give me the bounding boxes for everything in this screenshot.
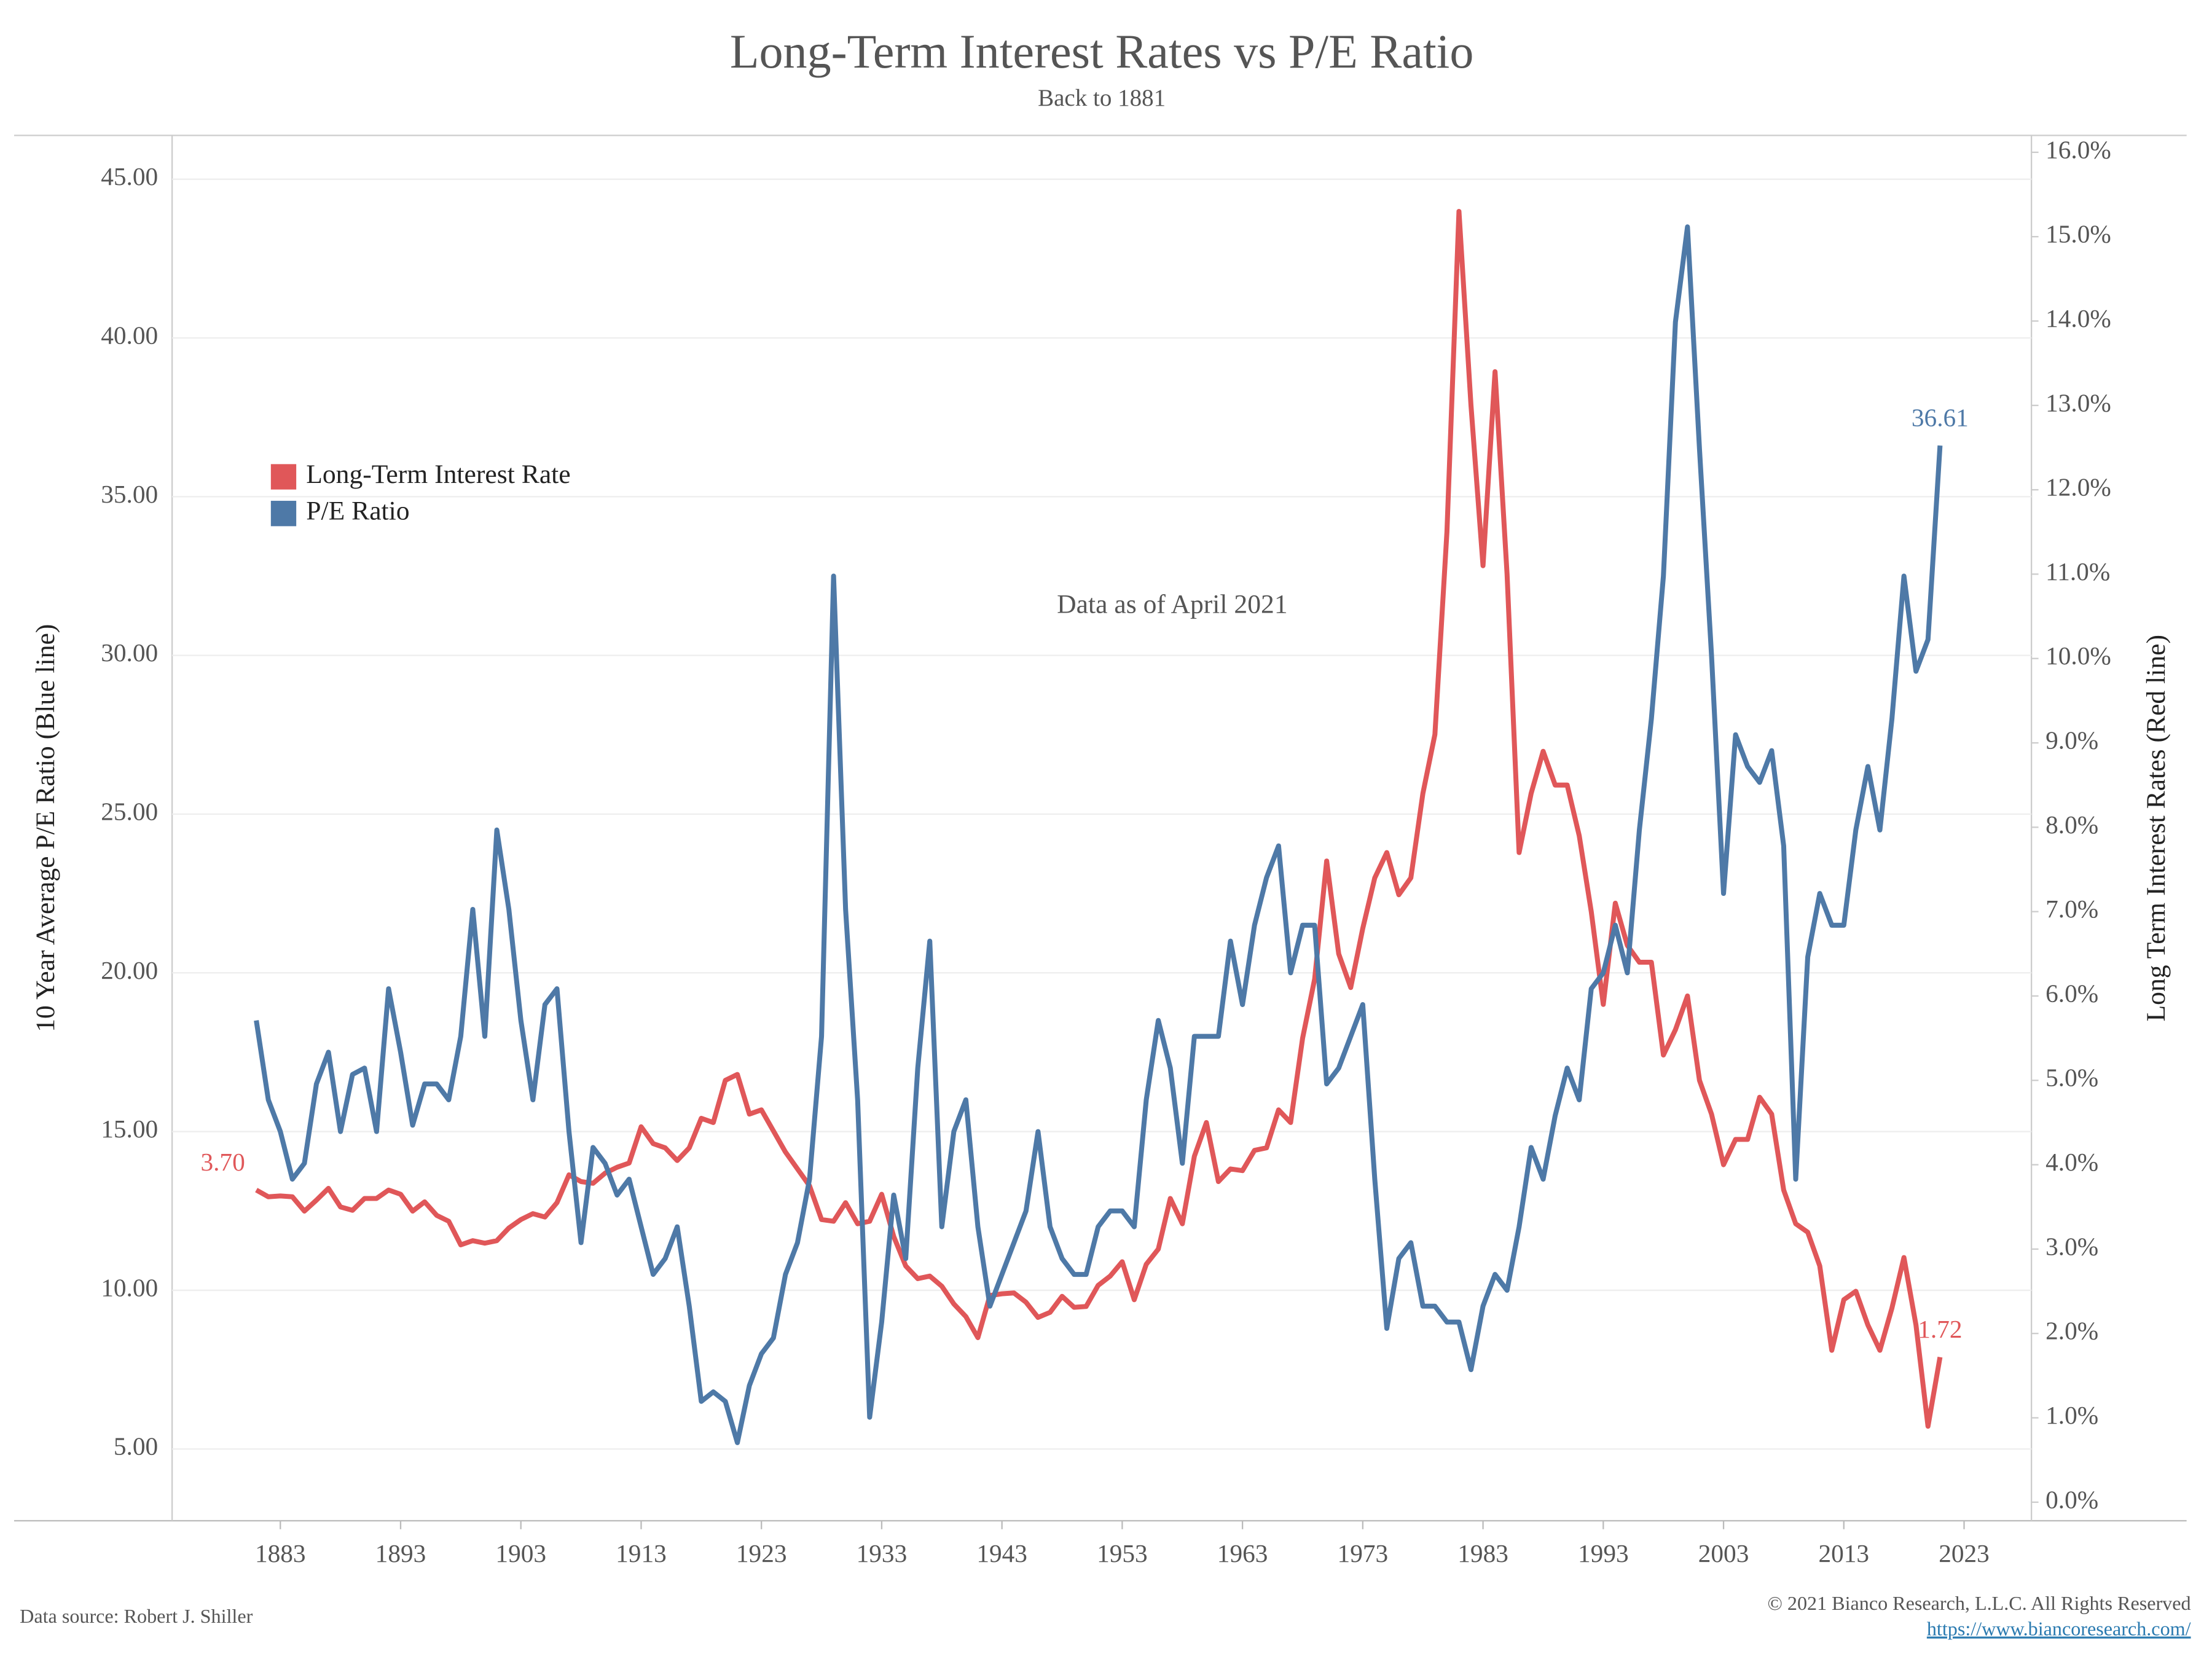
x-tick-label: 1983 <box>1457 1539 1508 1567</box>
x-tick-label: 1943 <box>976 1539 1027 1567</box>
y2-tick-label: 6.0% <box>2045 979 2098 1007</box>
y2-tick-label: 12.0% <box>2045 473 2111 501</box>
copyright: © 2021 Bianco Research, L.L.C. All Right… <box>1767 1592 2190 1614</box>
y-tick-label: 40.00 <box>101 321 158 350</box>
data-label: 3.70 <box>200 1148 245 1176</box>
website-link[interactable]: https://www.biancoresearch.com/ <box>1927 1617 2191 1639</box>
y2-tick-label: 4.0% <box>2045 1148 2098 1176</box>
legend-swatch <box>270 501 297 527</box>
data-label: 36.61 <box>1912 403 1969 431</box>
y2-axis-title: Long Term Interest Rates (Red line) <box>2141 635 2171 1022</box>
x-tick-label: 1963 <box>1217 1539 1268 1567</box>
y2-tick-label: 2.0% <box>2045 1317 2098 1345</box>
y2-tick-label: 13.0% <box>2045 388 2111 417</box>
y2-tick-label: 16.0% <box>2045 135 2111 163</box>
y2-tick-label: 14.0% <box>2045 304 2111 332</box>
y2-tick-label: 5.0% <box>2045 1064 2098 1092</box>
y-tick-label: 15.00 <box>101 1115 158 1143</box>
y-tick-label: 35.00 <box>101 480 158 508</box>
y2-tick-label: 8.0% <box>2045 810 2098 839</box>
chart-title: Long-Term Interest Rates vs P/E Ratio <box>730 25 1474 78</box>
x-tick-label: 1903 <box>495 1539 546 1567</box>
series-line <box>254 224 1943 1445</box>
y-tick-label: 25.00 <box>101 797 158 825</box>
series-line <box>255 208 1943 1429</box>
x-tick-label: 1913 <box>616 1539 667 1567</box>
y-tick-label: 45.00 <box>101 162 158 190</box>
y-tick-label: 20.00 <box>101 956 158 984</box>
source-note: Data source: Robert J. Shiller <box>20 1605 253 1627</box>
chart-subtitle: Back to 1881 <box>1038 85 1166 111</box>
x-tick-label: 1923 <box>736 1539 787 1567</box>
x-tick-label: 1933 <box>857 1539 908 1567</box>
y2-tick-label: 9.0% <box>2045 726 2098 755</box>
data-label: 1.72 <box>1918 1315 1962 1343</box>
y2-tick-label: 7.0% <box>2045 895 2098 923</box>
x-tick-label: 1953 <box>1097 1539 1148 1567</box>
legend-swatch <box>270 464 297 490</box>
y-tick-label: 10.00 <box>101 1273 158 1301</box>
y2-tick-label: 3.0% <box>2045 1232 2098 1260</box>
x-tick-label: 1883 <box>255 1539 306 1567</box>
x-tick-label: 1993 <box>1578 1539 1629 1567</box>
x-tick-label: 2003 <box>1698 1539 1749 1567</box>
y2-tick-label: 0.0% <box>2045 1485 2098 1513</box>
x-tick-label: 2013 <box>1818 1539 1869 1567</box>
y-axis-title: 10 Year Average P/E Ratio (Blue line) <box>31 624 60 1032</box>
y2-tick-label: 15.0% <box>2045 220 2111 248</box>
x-tick-label: 2023 <box>1939 1539 1990 1567</box>
y-tick-label: 5.00 <box>114 1432 158 1461</box>
legend-label: Long-Term Interest Rate <box>306 460 570 489</box>
annotation: Data as of April 2021 <box>1057 589 1287 619</box>
x-tick-label: 1893 <box>375 1539 426 1567</box>
x-tick-label: 1973 <box>1338 1539 1389 1567</box>
y2-tick-label: 10.0% <box>2045 641 2111 670</box>
legend-label: P/E Ratio <box>306 496 409 526</box>
y-tick-label: 30.00 <box>101 638 158 667</box>
y2-tick-label: 1.0% <box>2045 1401 2098 1429</box>
y2-tick-label: 11.0% <box>2045 557 2110 586</box>
